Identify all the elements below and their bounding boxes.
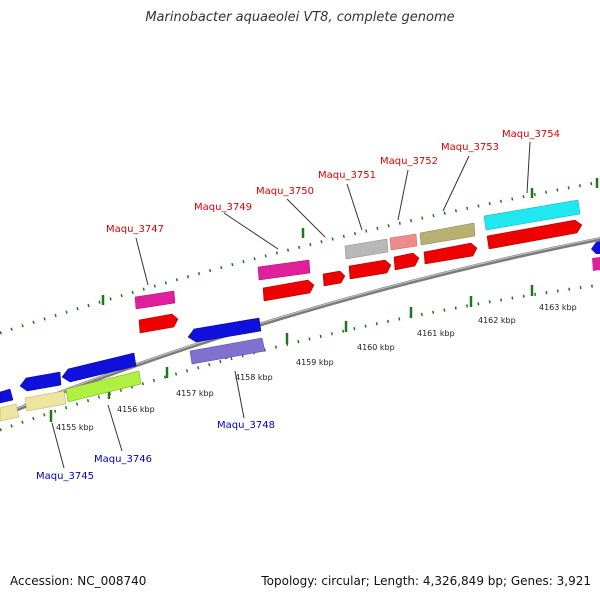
ruler-label-4162: 4162 kbp bbox=[478, 316, 516, 325]
leader-3746 bbox=[107, 404, 123, 452]
leader-3751 bbox=[346, 183, 363, 231]
accession-text: Accession: NC_008740 bbox=[10, 574, 147, 588]
gene-3748-arrow[interactable] bbox=[187, 317, 262, 343]
gene-3746-cog[interactable] bbox=[65, 370, 142, 403]
gene-label-3745[interactable]: Maqu_3745 bbox=[36, 471, 94, 482]
gene-3747-cog[interactable] bbox=[134, 290, 176, 310]
gene-3752-cog[interactable] bbox=[389, 233, 418, 251]
gene-label-3746[interactable]: Maqu_3746 bbox=[94, 454, 152, 465]
gene-label-3751[interactable]: Maqu_3751 bbox=[318, 170, 376, 181]
leader-3748 bbox=[234, 370, 245, 419]
gene-label-3754[interactable]: Maqu_3754 bbox=[502, 129, 560, 140]
gene-3746-arrow[interactable] bbox=[61, 352, 137, 383]
leader-3749 bbox=[223, 212, 279, 250]
leader-3753 bbox=[442, 155, 470, 212]
leader-3745 bbox=[51, 422, 65, 469]
upper-feature-row bbox=[134, 199, 600, 310]
gene-3745-cog[interactable] bbox=[24, 390, 67, 412]
lower-feature-row bbox=[0, 337, 266, 422]
gene-label-3748[interactable]: Maqu_3748 bbox=[217, 420, 275, 431]
gene-3745-arrow[interactable] bbox=[19, 371, 62, 392]
gene-edge-blue-arrow[interactable] bbox=[591, 241, 600, 254]
ruler-label-4163: 4163 kbp bbox=[539, 303, 577, 312]
gene-3747-arrow[interactable] bbox=[138, 313, 179, 334]
leader-3750 bbox=[286, 198, 326, 238]
leader-3752 bbox=[397, 169, 409, 221]
gene-label-3747[interactable]: Maqu_3747 bbox=[106, 224, 164, 235]
ruler-label-4159: 4159 kbp bbox=[296, 358, 334, 367]
genome-title: Marinobacter aquaeolei VT8, complete gen… bbox=[145, 10, 455, 25]
genome-backbone-highlight bbox=[0, 237, 600, 416]
gene-3748-cog[interactable] bbox=[189, 337, 266, 365]
gene-edge-cog[interactable] bbox=[592, 257, 600, 271]
gene-3753-cog[interactable] bbox=[419, 222, 476, 246]
gene-3744-arrow[interactable] bbox=[0, 388, 14, 404]
upper-gene-arrows bbox=[138, 219, 600, 334]
lower-gene-arrows bbox=[0, 317, 262, 404]
leader-3747 bbox=[135, 237, 149, 286]
gene-label-3752[interactable]: Maqu_3752 bbox=[380, 156, 438, 167]
gene-3754-cog[interactable] bbox=[483, 199, 581, 231]
gene-3744-cog[interactable] bbox=[0, 403, 20, 422]
ruler-label-4161: 4161 kbp bbox=[417, 329, 455, 338]
gene-label-3750[interactable]: Maqu_3750 bbox=[256, 186, 314, 197]
gene-3749-arrow[interactable] bbox=[322, 270, 346, 287]
genome-summary-text: Topology: circular; Length: 4,326,849 bp… bbox=[261, 574, 591, 588]
ruler-label-4157: 4157 kbp bbox=[176, 389, 214, 398]
ruler-label-4158: 4158 kbp bbox=[235, 373, 273, 382]
gene-3754-arrow[interactable] bbox=[486, 219, 583, 250]
gene-3753-arrow[interactable] bbox=[423, 242, 478, 265]
ruler-label-4156: 4156 kbp bbox=[117, 405, 155, 414]
leader-3754 bbox=[526, 141, 531, 194]
gene-3751-cog[interactable] bbox=[344, 238, 389, 260]
ruler-label-4155: 4155 kbp bbox=[56, 423, 94, 432]
gene-3750-cog[interactable] bbox=[257, 259, 311, 281]
gene-3750-arrow[interactable] bbox=[262, 279, 315, 302]
gene-label-3749[interactable]: Maqu_3749 bbox=[194, 202, 252, 213]
gene-3751-arrow[interactable] bbox=[348, 259, 392, 280]
gene-label-3753[interactable]: Maqu_3753 bbox=[441, 142, 499, 153]
gene-3752-arrow[interactable] bbox=[393, 252, 420, 271]
ruler-label-4160: 4160 kbp bbox=[357, 343, 395, 352]
